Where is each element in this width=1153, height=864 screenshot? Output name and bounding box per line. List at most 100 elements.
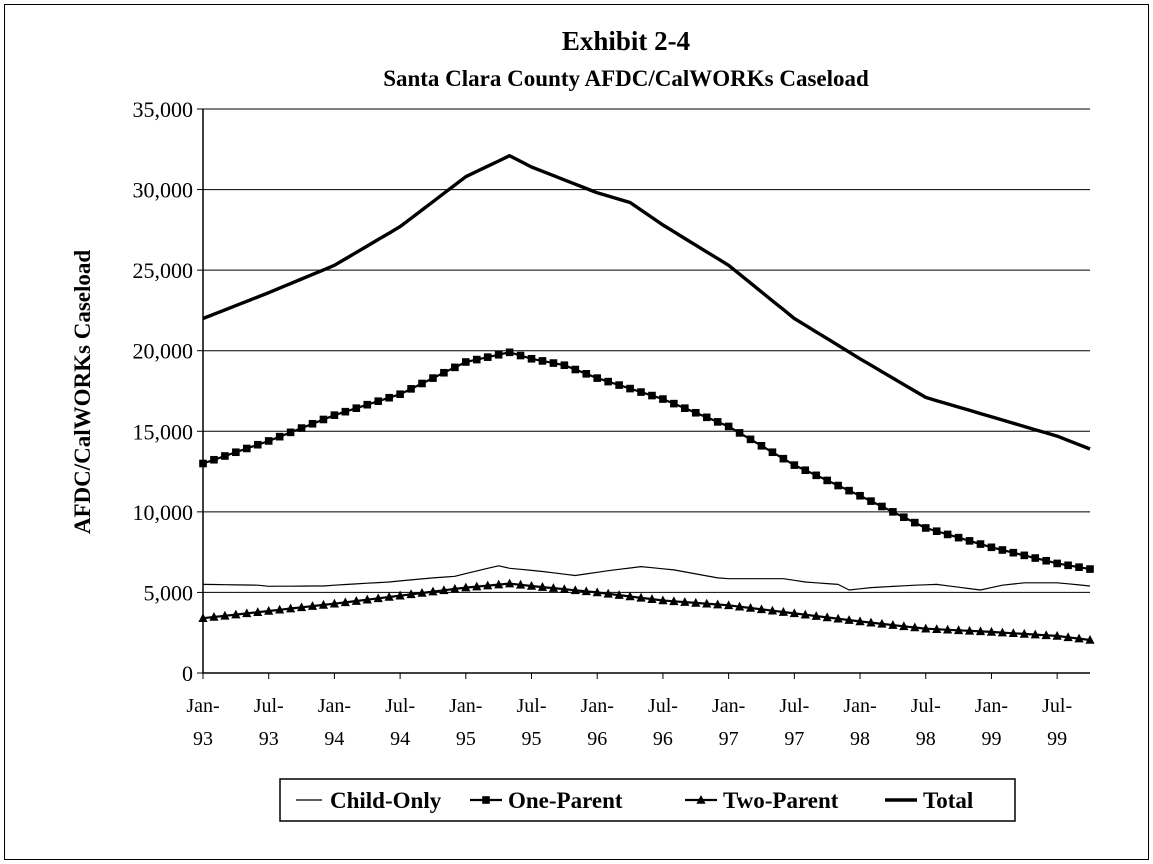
data-point-one-parent [910, 518, 919, 527]
data-point-one-parent [1053, 559, 1061, 568]
data-point-two-parent [1030, 629, 1040, 639]
data-point-two-parent [986, 626, 997, 636]
x-tick-label-month: Jul- [911, 695, 941, 717]
y-tick-label: 35,000 [133, 97, 194, 122]
data-point-two-parent [822, 612, 832, 622]
data-point-one-parent [308, 419, 317, 428]
data-point-one-parent [516, 351, 525, 360]
x-tick-label-year: 97 [784, 728, 804, 750]
data-point-two-parent [395, 590, 405, 600]
data-point-one-parent [965, 537, 974, 545]
data-point-two-parent [1052, 630, 1062, 640]
data-point-two-parent [494, 579, 504, 589]
data-point-one-parent [221, 452, 229, 460]
data-point-two-parent [932, 624, 942, 634]
data-point-two-parent [220, 610, 230, 620]
data-point-two-parent [636, 592, 646, 602]
data-point-two-parent [789, 608, 799, 618]
data-point-two-parent [264, 605, 274, 615]
data-point-two-parent [340, 597, 350, 607]
data-point-two-parent [800, 609, 810, 619]
legend-label-total: Total [923, 788, 973, 813]
x-tick-label-month: Jan- [186, 695, 219, 717]
data-point-two-parent [964, 625, 975, 635]
data-point-one-parent [1042, 556, 1050, 565]
data-point-two-parent [734, 601, 745, 611]
data-point-two-parent [318, 599, 329, 609]
data-point-two-parent [953, 625, 964, 635]
y-tick-label: 15,000 [133, 419, 194, 444]
data-point-one-parent [549, 359, 558, 367]
data-point-one-parent [878, 502, 886, 511]
legend-label-one-parent: One-Parent [508, 788, 623, 813]
data-point-one-parent [374, 397, 383, 406]
data-point-one-parent [264, 437, 273, 445]
data-point-two-parent [242, 608, 252, 618]
data-point-two-parent [811, 611, 821, 620]
data-point-one-parent [856, 491, 864, 500]
data-point-one-parent [1031, 554, 1040, 562]
data-point-two-parent [570, 585, 580, 595]
x-tick-label-month: Jan- [449, 695, 482, 717]
data-point-one-parent [943, 530, 952, 539]
data-point-two-parent [483, 580, 493, 590]
data-point-two-parent [198, 613, 208, 623]
data-point-two-parent [253, 607, 263, 616]
data-point-one-parent [998, 546, 1007, 554]
data-point-one-parent [867, 497, 875, 505]
data-point-one-parent [418, 379, 426, 388]
x-tick-label-month: Jul- [648, 695, 678, 717]
data-point-two-parent [373, 593, 383, 603]
data-point-two-parent [866, 617, 876, 627]
x-tick-label-month: Jan- [581, 695, 614, 717]
y-tick-label: 5,000 [144, 580, 194, 605]
data-point-one-parent [1064, 561, 1072, 570]
data-point-one-parent [670, 399, 678, 408]
series-line-total [202, 154, 1091, 451]
legend-item-two-parent: Two-Parent [685, 788, 839, 813]
data-point-one-parent [407, 385, 415, 393]
data-point-one-parent [637, 388, 645, 396]
data-point-two-parent [702, 598, 712, 608]
y-tick-label: 25,000 [133, 258, 194, 283]
data-point-one-parent [297, 424, 306, 432]
data-point-one-parent [451, 363, 459, 372]
data-point-one-parent [199, 459, 207, 468]
data-point-one-parent [845, 486, 853, 495]
legend-label-child-only: Child-Only [330, 788, 442, 813]
data-point-one-parent [790, 461, 799, 469]
data-point-one-parent [812, 471, 821, 480]
data-point-two-parent [362, 594, 372, 604]
data-point-two-parent [680, 597, 690, 606]
data-point-one-parent [429, 374, 437, 382]
data-point-one-parent [889, 508, 897, 516]
data-point-two-parent [910, 622, 920, 632]
data-point-one-parent [483, 353, 492, 361]
data-point-two-parent [515, 579, 526, 589]
data-point-two-parent [592, 587, 602, 597]
data-point-two-parent [1063, 632, 1073, 642]
chart-title: Exhibit 2-4 [562, 26, 690, 56]
x-tick-label-month: Jul- [779, 695, 809, 717]
data-point-one-parent [823, 476, 831, 485]
series-line-one-parent [202, 351, 1091, 571]
data-point-one-parent [505, 348, 514, 357]
data-point-two-parent [921, 623, 931, 633]
legend-item-total: Total [885, 788, 973, 813]
data-point-two-parent [209, 612, 219, 621]
data-point-two-parent [899, 621, 909, 631]
x-tick-label-year: 99 [1047, 728, 1067, 750]
data-point-one-parent [713, 418, 722, 426]
data-point-two-parent [428, 586, 438, 596]
x-tick-label-month: Jan- [318, 695, 351, 717]
data-point-one-parent [921, 524, 930, 532]
chart-subtitle: Santa Clara County AFDC/CalWORKs Caseloa… [383, 66, 869, 91]
data-point-one-parent [527, 354, 536, 363]
data-point-two-parent [614, 590, 624, 599]
data-point-one-parent [1020, 551, 1029, 560]
data-point-two-parent [647, 594, 657, 603]
data-point-two-parent [603, 588, 613, 598]
series-line-two-parent [202, 582, 1091, 642]
data-point-two-parent [450, 583, 460, 593]
data-point-one-parent [757, 441, 766, 450]
